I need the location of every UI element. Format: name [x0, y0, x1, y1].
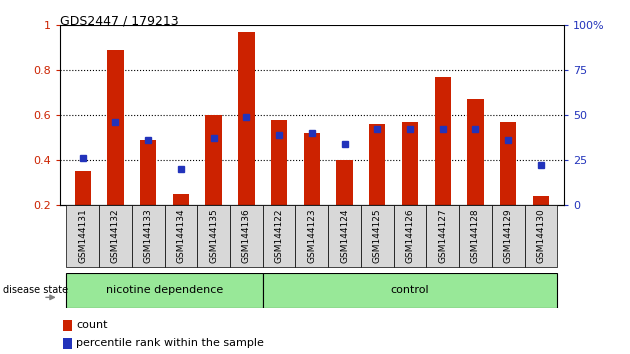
Bar	[263, 205, 295, 267]
Text: GSM144135: GSM144135	[209, 209, 218, 263]
Bar	[304, 133, 320, 251]
Bar	[263, 273, 558, 308]
Text: GSM144131: GSM144131	[78, 209, 88, 263]
Bar	[74, 171, 91, 251]
Text: GSM144126: GSM144126	[406, 209, 415, 263]
Bar	[164, 205, 197, 267]
Text: count: count	[76, 320, 108, 330]
Text: GSM144125: GSM144125	[373, 209, 382, 263]
Text: nicotine dependence: nicotine dependence	[106, 285, 223, 295]
Text: GSM144134: GSM144134	[176, 209, 185, 263]
Text: GSM144123: GSM144123	[307, 209, 316, 263]
Bar	[66, 205, 99, 267]
Text: control: control	[391, 285, 429, 295]
Bar	[271, 120, 287, 251]
Text: GSM144122: GSM144122	[275, 209, 284, 263]
Bar	[361, 205, 394, 267]
Bar	[369, 124, 386, 251]
Bar	[99, 205, 132, 267]
Text: GSM144132: GSM144132	[111, 209, 120, 263]
Bar	[205, 115, 222, 251]
Text: GSM144127: GSM144127	[438, 209, 447, 263]
Bar	[427, 205, 459, 267]
Bar	[238, 32, 255, 251]
Bar	[533, 196, 549, 251]
Bar	[459, 205, 492, 267]
Bar	[63, 338, 72, 349]
Bar	[63, 320, 72, 331]
Bar	[336, 160, 353, 251]
Bar	[492, 205, 525, 267]
Bar	[394, 205, 427, 267]
Text: percentile rank within the sample: percentile rank within the sample	[76, 338, 265, 348]
Text: GSM144136: GSM144136	[242, 209, 251, 263]
Bar	[435, 77, 451, 251]
Bar	[467, 99, 484, 251]
Text: GSM144124: GSM144124	[340, 209, 349, 263]
Text: GSM144129: GSM144129	[504, 209, 513, 263]
Bar	[500, 122, 517, 251]
Bar	[140, 140, 156, 251]
Text: disease state: disease state	[3, 285, 68, 295]
Bar	[107, 50, 123, 251]
Bar	[132, 205, 164, 267]
Text: GSM144128: GSM144128	[471, 209, 480, 263]
Bar	[197, 205, 230, 267]
Text: GDS2447 / 179213: GDS2447 / 179213	[60, 14, 178, 27]
Bar	[295, 205, 328, 267]
Bar	[402, 122, 418, 251]
Bar	[328, 205, 361, 267]
Bar	[230, 205, 263, 267]
Bar	[173, 194, 189, 251]
Bar	[66, 273, 263, 308]
Text: GSM144133: GSM144133	[144, 209, 152, 263]
Bar	[525, 205, 558, 267]
Text: GSM144130: GSM144130	[536, 209, 546, 263]
